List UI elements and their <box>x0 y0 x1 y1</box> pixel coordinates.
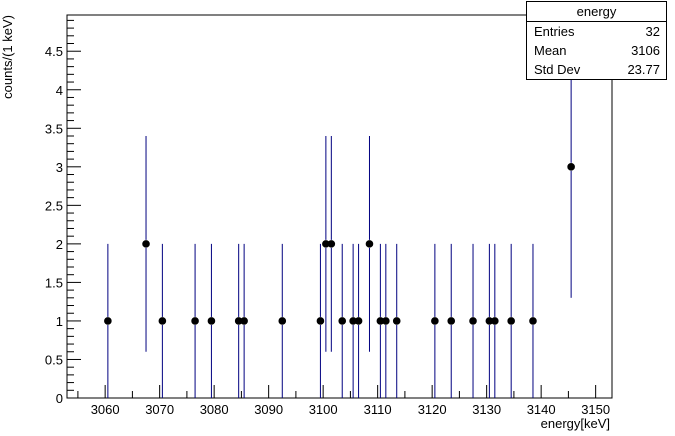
data-point <box>485 243 494 398</box>
data-point <box>491 243 499 398</box>
data-marker <box>376 317 385 325</box>
y-tick-label: 1.5 <box>45 275 63 290</box>
data-points <box>104 35 575 398</box>
data-point <box>278 243 287 398</box>
x-tick-label: 3150 <box>581 402 610 417</box>
data-point <box>529 243 537 398</box>
stats-box-title: energy <box>527 2 666 22</box>
data-marker <box>365 240 374 248</box>
y-tick-label: 4.5 <box>45 44 63 59</box>
x-axis-ticks: 3060 3070 3080 3090 3100 3110 3120 3130 3140 3150 <box>77 385 610 417</box>
data-marker <box>278 317 287 325</box>
stats-label: Std Dev <box>534 62 581 77</box>
data-marker <box>507 317 515 325</box>
x-tick-label: 3140 <box>527 402 556 417</box>
y-tick-label: 2.5 <box>45 198 63 213</box>
data-marker <box>491 317 499 325</box>
x-axis-title: energy[keV] <box>541 416 610 431</box>
data-marker <box>382 317 390 325</box>
y-tick-label: 0.5 <box>45 352 63 367</box>
data-marker <box>392 317 401 325</box>
y-tick-label: 3 <box>56 160 63 175</box>
stats-value: 23.77 <box>627 62 660 77</box>
data-point <box>240 243 248 398</box>
data-marker <box>327 240 336 248</box>
stats-row-stddev: Std Dev 23.77 <box>527 60 666 79</box>
data-marker <box>322 240 330 248</box>
stats-label: Mean <box>534 43 567 58</box>
data-point <box>322 135 330 352</box>
data-point <box>338 243 347 398</box>
stats-label: Entries <box>534 24 575 39</box>
data-marker <box>240 317 248 325</box>
data-point <box>191 243 199 398</box>
data-point <box>447 243 456 398</box>
data-point <box>327 135 336 352</box>
stats-box: energy Entries 32 Mean 3106 Std Dev 23.7… <box>526 1 667 80</box>
plot-frame <box>66 14 613 399</box>
data-point <box>349 243 357 398</box>
x-tick-label: 3110 <box>364 402 392 417</box>
x-tick-label: 3130 <box>472 402 501 417</box>
stats-value: 3106 <box>631 43 660 58</box>
data-marker <box>191 317 199 325</box>
data-marker <box>234 317 243 325</box>
y-tick-label: 3.5 <box>45 121 63 136</box>
data-marker <box>338 317 347 325</box>
data-marker <box>469 317 477 325</box>
data-point <box>376 243 385 398</box>
y-tick-label: 4 <box>56 83 63 98</box>
data-marker <box>431 317 439 325</box>
x-tick-label: 3090 <box>254 402 283 417</box>
stats-row-entries: Entries 32 <box>527 22 666 41</box>
y-tick-label: 2 <box>56 237 63 252</box>
data-point <box>507 243 515 398</box>
data-marker <box>567 163 575 171</box>
data-point <box>431 243 439 398</box>
data-point <box>382 243 390 398</box>
x-tick-label: 3080 <box>200 402 229 417</box>
x-tick-label: 3060 <box>91 402 120 417</box>
y-tick-label: 0 <box>56 391 63 406</box>
data-marker <box>349 317 357 325</box>
x-tick-label: 3100 <box>309 402 338 417</box>
y-axis-ticks: 0 0.5 1 1.5 2 2.5 3 3.5 4 4.5 <box>45 19 81 406</box>
data-point <box>104 243 112 398</box>
data-marker <box>158 317 167 325</box>
data-marker <box>529 317 537 325</box>
data-point <box>207 243 216 398</box>
data-point <box>234 243 243 398</box>
data-point <box>392 243 401 398</box>
stats-row-mean: Mean 3106 <box>527 41 666 60</box>
data-marker <box>447 317 456 325</box>
data-point <box>316 243 325 398</box>
x-tick-label: 3070 <box>145 402 174 417</box>
data-marker <box>485 317 494 325</box>
y-axis-title: counts/(1 keV) <box>0 15 15 99</box>
x-tick-label: 3120 <box>418 402 447 417</box>
data-point <box>158 243 167 398</box>
data-marker <box>354 317 363 325</box>
data-marker <box>142 240 150 248</box>
data-point <box>354 243 363 398</box>
stats-value: 32 <box>645 24 660 39</box>
data-marker <box>207 317 216 325</box>
data-point <box>469 243 477 398</box>
data-point <box>365 135 374 352</box>
data-marker <box>104 317 112 325</box>
y-tick-label: 1 <box>56 314 63 329</box>
data-marker <box>316 317 325 325</box>
data-point <box>142 135 150 352</box>
